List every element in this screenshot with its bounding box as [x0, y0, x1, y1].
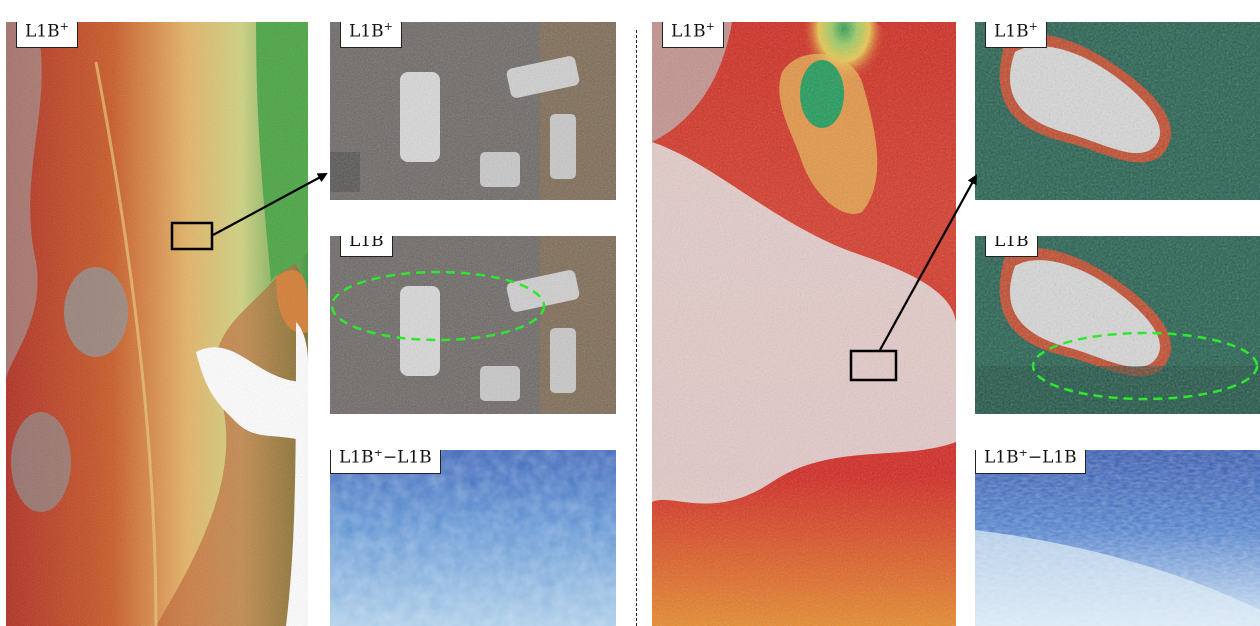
left-diff-image — [330, 450, 616, 626]
right-zoom-1-image — [975, 22, 1260, 200]
panel-divider — [636, 30, 637, 626]
right-diff-label: L1B+−L1B — [975, 450, 1086, 474]
artifact-ellipse — [1031, 331, 1259, 401]
left-zoom-region-box — [170, 221, 214, 251]
left-diff-label: L1B+−L1B — [330, 450, 441, 474]
left-zoom-1-label: L1B+ — [340, 22, 402, 48]
right-zoom-panel-2: L1B — [975, 236, 1260, 414]
left-overview-label: L1B+ — [16, 22, 78, 48]
left-zoom-2-image — [330, 236, 616, 414]
artifact-ellipse — [330, 270, 546, 342]
right-zoom-2-label: L1B — [985, 236, 1038, 257]
left-zoom-2-label: L1B — [340, 236, 393, 257]
left-overview-image — [6, 22, 308, 626]
right-diff-image — [975, 450, 1260, 626]
right-zoom-region-box — [849, 349, 898, 382]
left-overview-map: L1B+ — [6, 22, 308, 626]
right-zoom-2-image — [975, 236, 1260, 414]
left-zoom-panel-1: L1B+ — [330, 22, 616, 200]
left-zoom-panel-2: L1B — [330, 236, 616, 414]
right-zoom-panel-3: L1B+−L1B — [975, 450, 1260, 626]
right-overview-image — [652, 22, 956, 626]
right-zoom-panel-1: L1B+ — [975, 22, 1260, 200]
right-zoom-1-label: L1B+ — [985, 22, 1047, 48]
right-overview-label: L1B+ — [662, 22, 724, 48]
left-zoom-1-image — [330, 22, 616, 200]
right-overview-map: L1B+ — [652, 22, 956, 626]
left-zoom-panel-3: L1B+−L1B — [330, 450, 616, 626]
